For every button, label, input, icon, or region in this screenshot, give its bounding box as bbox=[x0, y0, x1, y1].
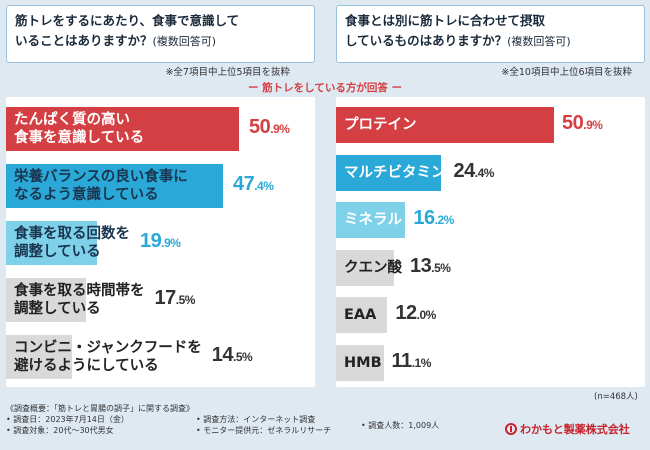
footer-target: • 調査対象：20代～30代男女 bbox=[6, 426, 114, 435]
sample-size: (n=468人) bbox=[594, 392, 638, 402]
right-note: ※全10項目中上位6項目を抜粋 bbox=[501, 67, 632, 78]
bar-label-1-5: HMB bbox=[344, 354, 382, 371]
left-chart-panel: たんぱく質の高い 食事を意識している 50.9% 栄養バランスの良い食事に なるよう意識… bbox=[6, 97, 315, 387]
left-question-line2: いることはありますか？ bbox=[15, 33, 153, 48]
left-question-box: 筋トレをするにあたり、食事で意識して いることはありますか？(複数回答可) bbox=[6, 5, 315, 63]
bar-label-1-1: マルチビタミン bbox=[344, 164, 446, 181]
bar-value-1-5: 11.1% bbox=[391, 349, 432, 372]
company-logo-text: わかもと製薬株式会社 bbox=[520, 423, 630, 436]
footer-method: • 調査方法：インターネット調査 bbox=[196, 415, 316, 424]
bar-value-1-3: 13.5% bbox=[410, 254, 451, 277]
bar-1-2 bbox=[336, 202, 406, 238]
bar-label-0-1: 栄養バランスの良い食事に なるよう意識している bbox=[14, 169, 188, 203]
bar-label-0-3: 食事を取る時間帯を 調整している bbox=[14, 283, 145, 317]
bar-label-1-0: プロテイン bbox=[344, 117, 417, 133]
right-question-line2: しているものはありますか？ bbox=[345, 33, 508, 48]
bar-value-0-1: 47.4% bbox=[232, 173, 274, 195]
bar-0-2 bbox=[6, 221, 98, 265]
bar-value-0-4: 14.5% bbox=[211, 344, 253, 366]
footer-provider: • モニター提供元：ゼネラルリサーチ bbox=[196, 426, 332, 435]
bar-1-4 bbox=[336, 297, 388, 333]
bar-1-0 bbox=[336, 107, 554, 143]
bar-value-0-0: 50.9% bbox=[249, 116, 290, 138]
bar-1-3 bbox=[336, 249, 394, 286]
footer-date: • 調査日：2023年7月14日（金） bbox=[6, 415, 129, 424]
bar-value-1-0: 50.9% bbox=[562, 112, 603, 134]
bar-1-1 bbox=[336, 154, 441, 191]
bar-1-5 bbox=[336, 344, 384, 381]
bar-value-1-1: 24.4% bbox=[453, 159, 495, 182]
left-question-line1: 筋トレをするにあたり、食事で意識して bbox=[15, 13, 240, 28]
footer-count: • 調査人数：1,009人 bbox=[361, 421, 440, 430]
footer-title: 《調査概要：「筋トレと胃腸の調子」に関する調査》 bbox=[6, 404, 194, 413]
bar-0-4 bbox=[6, 335, 73, 379]
bar-label-0-4: コンビニ・ジャンクフードを 避けるようにしている bbox=[14, 340, 202, 374]
left-note: ※全7項目中上位5項目を抜粋 bbox=[165, 67, 290, 78]
bar-0-0 bbox=[6, 107, 239, 151]
right-question-tag: (複数回答可) bbox=[507, 35, 571, 48]
company-logo: わかもと製薬株式会社 bbox=[505, 421, 630, 437]
bar-0-1 bbox=[6, 164, 223, 208]
bar-label-1-3: クエン酸 bbox=[344, 259, 402, 276]
bar-value-0-2: 19.9% bbox=[140, 230, 181, 252]
right-question-box: 食事とは別に筋トレに合わせて摂取 しているものはありますか？(複数回答可) bbox=[336, 5, 645, 63]
left-question-tag: (複数回答可) bbox=[152, 35, 217, 48]
company-logo-icon bbox=[505, 423, 517, 435]
right-question-line1: 食事とは別に筋トレに合わせて摂取 bbox=[345, 13, 546, 28]
bar-label-0-2: 食事を取る回数を 調整している bbox=[14, 226, 130, 260]
bar-label-1-4: EAA bbox=[344, 307, 377, 323]
bar-value-0-3: 17.5% bbox=[154, 287, 196, 309]
bar-0-3 bbox=[6, 278, 87, 322]
right-chart-panel: プロテイン 50.9% マルチビタミン 24.4% ミネラル 16.2% クエン酸 13.5%… bbox=[336, 97, 645, 387]
bar-label-0-0: たんぱく質の高い 食事を意識している bbox=[14, 112, 145, 146]
bar-label-1-2: ミネラル bbox=[344, 212, 402, 228]
bar-value-1-2: 16.2% bbox=[413, 207, 454, 229]
subtitle: ー 筋トレをしている方が回答 ー bbox=[248, 82, 402, 94]
bar-value-1-4: 12.0% bbox=[395, 302, 436, 324]
